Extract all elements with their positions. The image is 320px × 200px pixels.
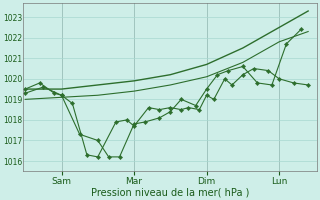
X-axis label: Pression niveau de la mer( hPa ): Pression niveau de la mer( hPa ): [91, 187, 250, 197]
